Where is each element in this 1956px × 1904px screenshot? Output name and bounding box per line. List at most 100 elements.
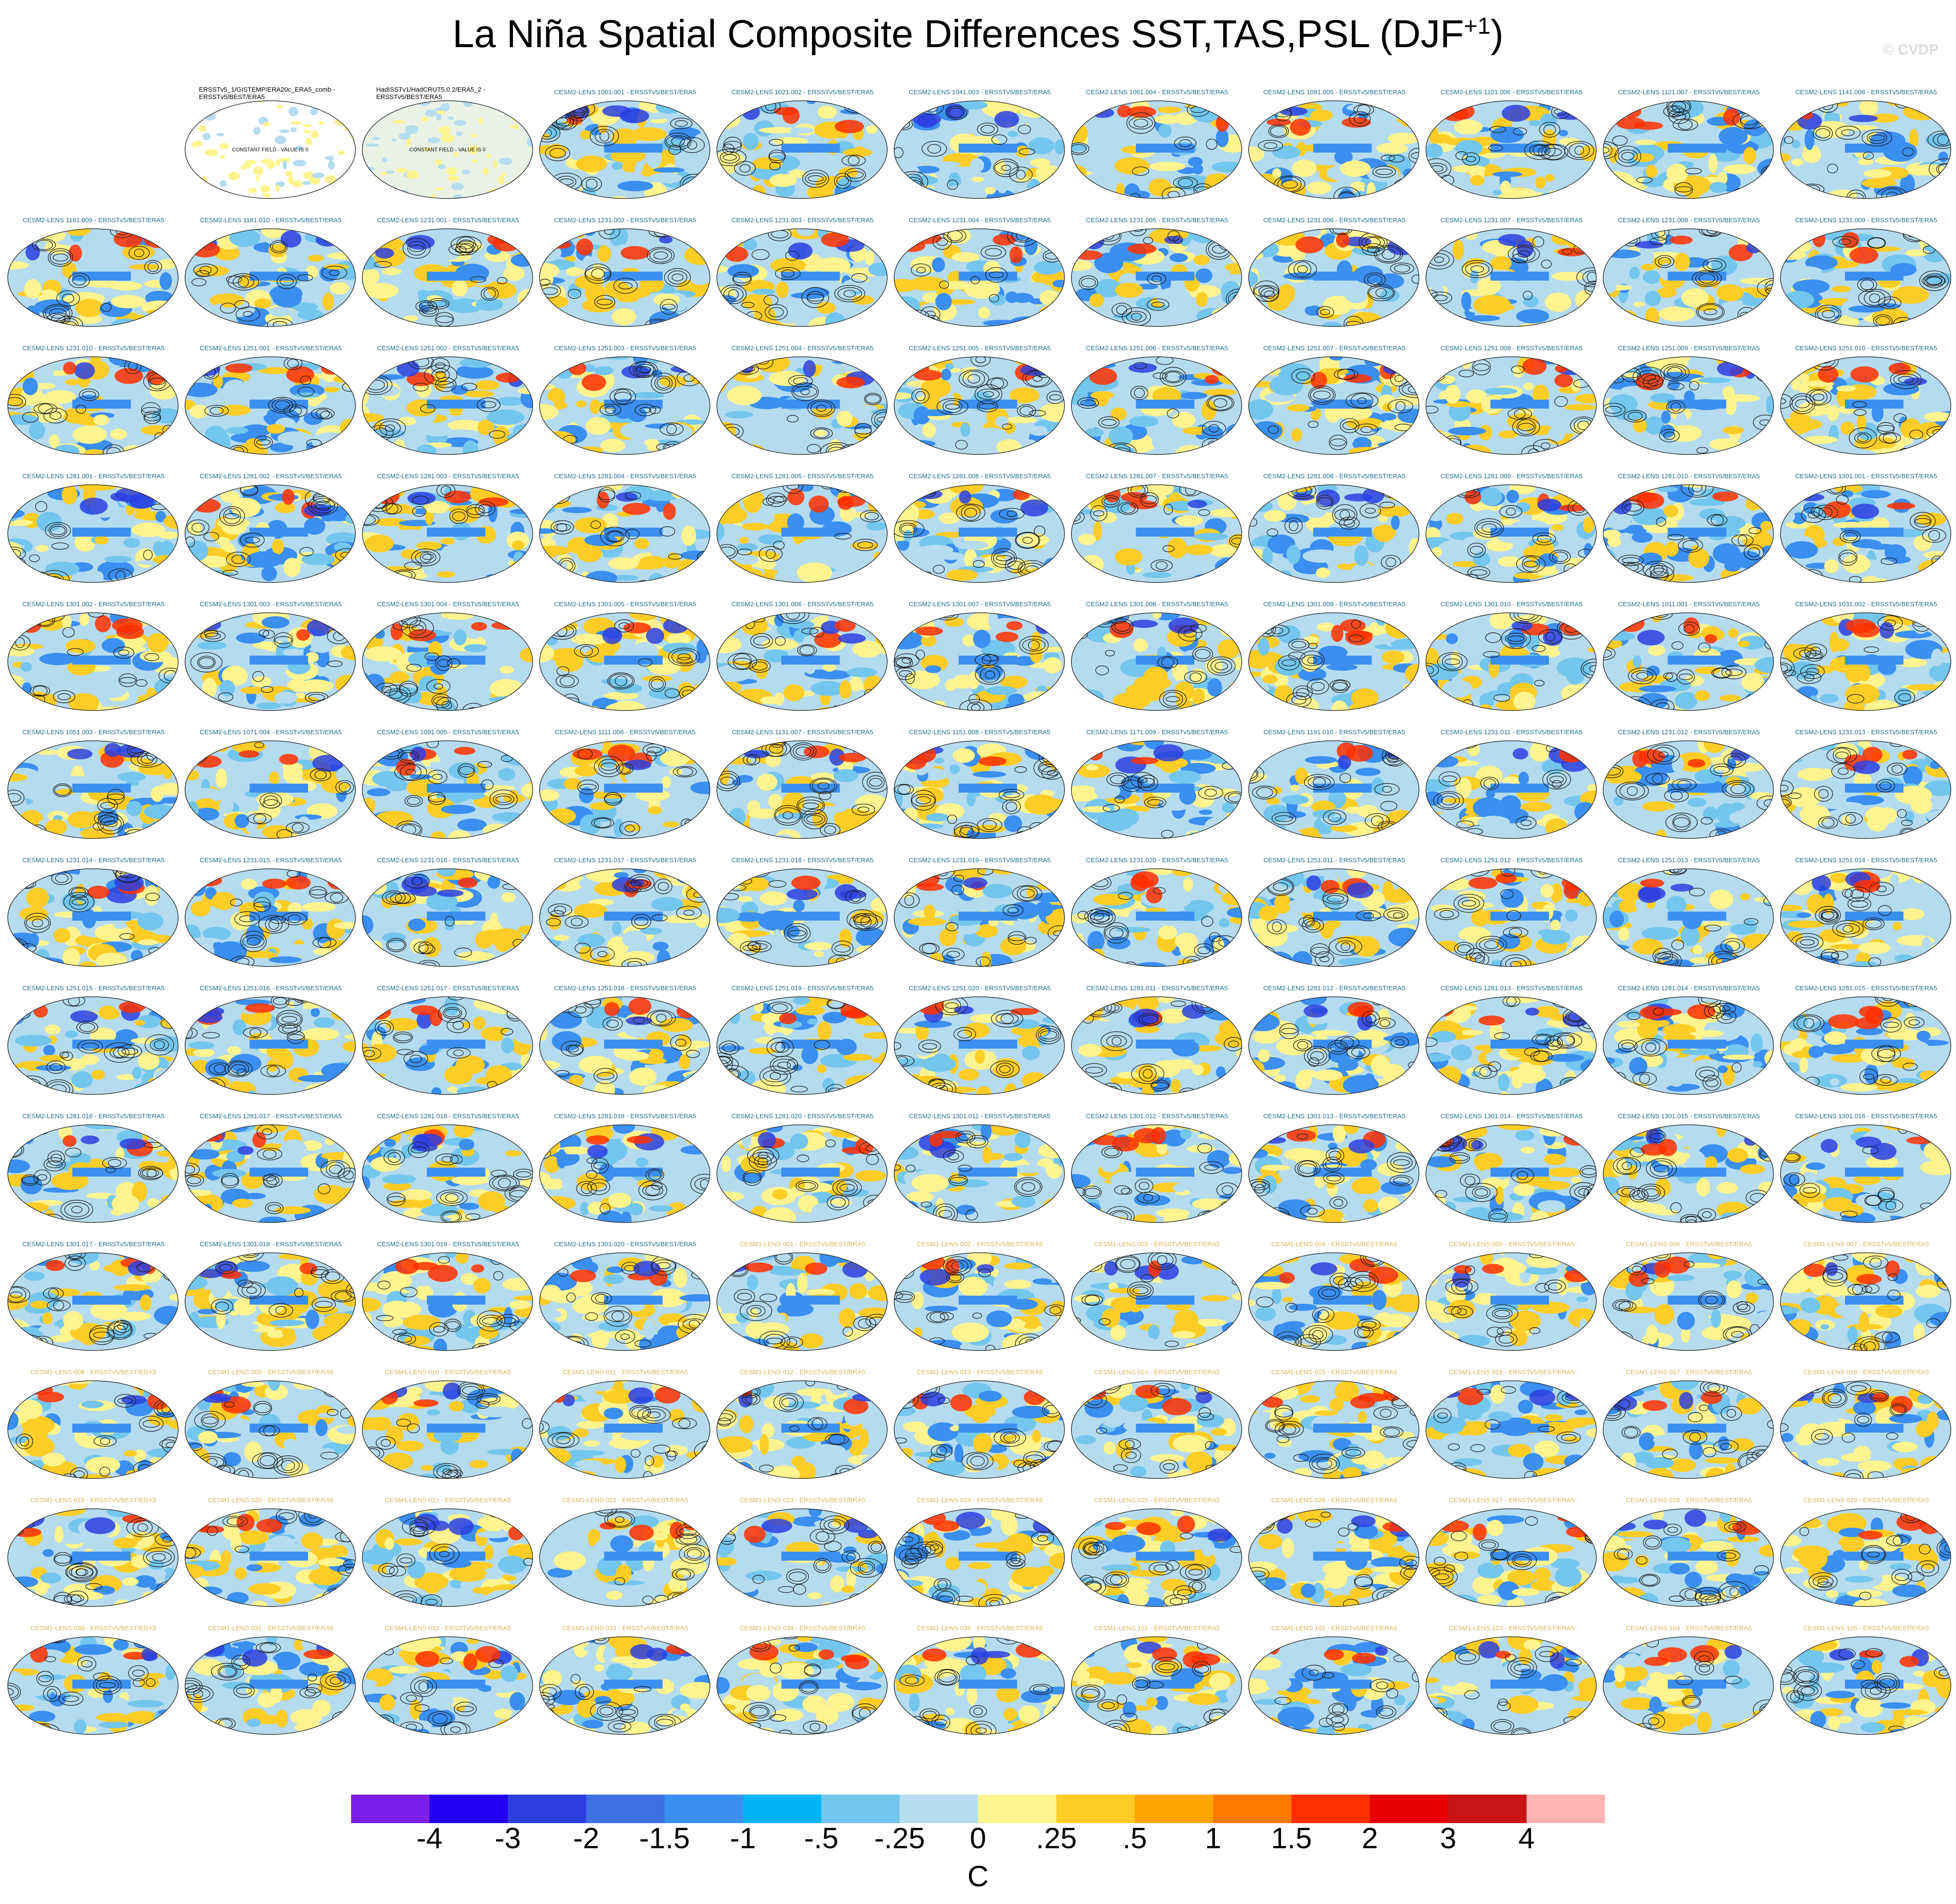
high-latitude-anomaly (1704, 634, 1717, 643)
psl-contour (308, 496, 338, 515)
psl-contour (1797, 671, 1822, 684)
psl-contour (1942, 703, 1951, 710)
map-panel: CESM2-LENS 1301.006 - ERSSTv5/BEST/ERA5 (716, 601, 889, 729)
psl-contour (404, 561, 422, 570)
anomaly-patch (1802, 147, 1822, 163)
anomaly-patch (1567, 240, 1587, 249)
psl-contour (1524, 141, 1556, 160)
anomaly-patch (1525, 634, 1540, 651)
panel-label: CESM2-LENS 1061.004 - ERSSTv5/BEST/ERA5 (1086, 89, 1228, 96)
psl-contour (1902, 147, 1914, 157)
psl-contour (1667, 382, 1684, 390)
anomaly-patch (191, 363, 208, 379)
psl-contour (690, 308, 709, 324)
high-latitude-anomaly (1295, 236, 1324, 253)
psl-contour (256, 439, 271, 445)
anomaly-patch (1071, 358, 1078, 366)
anomaly-patch (307, 255, 324, 262)
anomaly-patch (1340, 160, 1371, 177)
psl-contour (724, 141, 741, 149)
psl-contour (1387, 399, 1413, 413)
anomaly-patch (1304, 505, 1326, 518)
anomaly-patch (1674, 253, 1690, 271)
anomaly-patch (426, 295, 443, 301)
anomaly-patch (396, 167, 407, 173)
psl-contour (1268, 426, 1279, 434)
psl-contour (203, 532, 219, 541)
anomaly-patch (1860, 490, 1891, 499)
psl-contour (981, 125, 995, 134)
anomaly-patch (685, 613, 701, 627)
anomaly-patch (73, 426, 107, 444)
psl-contour (857, 541, 873, 549)
map-panel: CESM2-LENS 1281.005 - ERSSTv5/BEST/ERA5 (716, 473, 889, 601)
anomaly-patch (501, 316, 514, 326)
psl-contour (1466, 156, 1476, 162)
psl-contour (527, 318, 533, 326)
map-panel: CESM2-LENS 1251.006 - ERSSTv5/BEST/ERA5 (1071, 345, 1243, 473)
psl-contour (1863, 291, 1886, 306)
cold-tongue (427, 272, 486, 281)
anomaly-patch (202, 678, 217, 698)
psl-contour (403, 238, 431, 259)
psl-contour (1316, 306, 1334, 318)
anomaly-patch (340, 493, 355, 508)
anomaly-patch (147, 633, 169, 653)
high-latitude-anomaly (1637, 630, 1665, 646)
high-latitude-anomaly (1498, 234, 1526, 246)
psl-contour (371, 448, 389, 454)
psl-contour (933, 234, 952, 250)
map-panel: CESM2-LENS 1301.002 - ERSSTv5/BEST/ERA5 (7, 601, 180, 729)
psl-contour (1622, 371, 1640, 378)
psl-contour (8, 790, 25, 806)
anomaly-patch (364, 534, 394, 553)
anomaly-patch (275, 185, 280, 192)
anomaly-patch (973, 630, 991, 648)
anomaly-patch (520, 647, 533, 662)
anomaly-patch (155, 511, 166, 522)
anomaly-patch (140, 650, 172, 662)
psl-contour (199, 266, 212, 275)
psl-contour (22, 412, 39, 423)
psl-contour (916, 267, 926, 273)
anomaly-patch (1426, 448, 1455, 454)
anomaly-patch (582, 298, 616, 313)
anomaly-patch (1426, 143, 1443, 158)
anomaly-patch (1039, 402, 1064, 422)
map-plot (1780, 612, 1951, 711)
cold-tongue (1845, 528, 1904, 537)
high-latitude-anomaly (834, 619, 856, 632)
anomaly-patch (45, 561, 80, 576)
psl-contour (437, 659, 451, 667)
psl-contour (1692, 485, 1703, 493)
anomaly-patch (1829, 631, 1839, 653)
anomaly-patch (198, 275, 209, 284)
anomaly-patch (165, 559, 178, 569)
anomaly-patch (1656, 287, 1677, 298)
high-latitude-anomaly (491, 621, 522, 630)
anomaly-patch (1235, 700, 1242, 710)
psl-contour (160, 229, 170, 237)
high-latitude-anomaly (646, 627, 665, 644)
anomaly-patch (902, 697, 927, 710)
psl-contour (277, 274, 297, 289)
psl-contour (550, 520, 574, 535)
psl-contour (651, 678, 664, 690)
anomaly-patch (832, 428, 844, 434)
high-latitude-anomaly (1800, 110, 1813, 119)
map-plot (1780, 100, 1951, 199)
anomaly-patch (636, 518, 655, 528)
psl-contour (1367, 274, 1383, 285)
anomaly-patch (1249, 613, 1278, 632)
anomaly-patch (1172, 661, 1188, 682)
anomaly-patch (434, 187, 444, 190)
high-latitude-anomaly (913, 232, 942, 244)
map-panel: CESM2-LENS 1071.004 - ERSSTv5/BEST/ERA5 (184, 729, 357, 857)
anomaly-patch (1352, 563, 1375, 579)
anomaly-patch (1380, 289, 1400, 302)
cold-tongue (1668, 528, 1726, 537)
psl-contour (786, 613, 800, 620)
anomaly-patch (881, 506, 887, 513)
psl-contour (901, 525, 916, 533)
psl-contour (669, 357, 681, 364)
